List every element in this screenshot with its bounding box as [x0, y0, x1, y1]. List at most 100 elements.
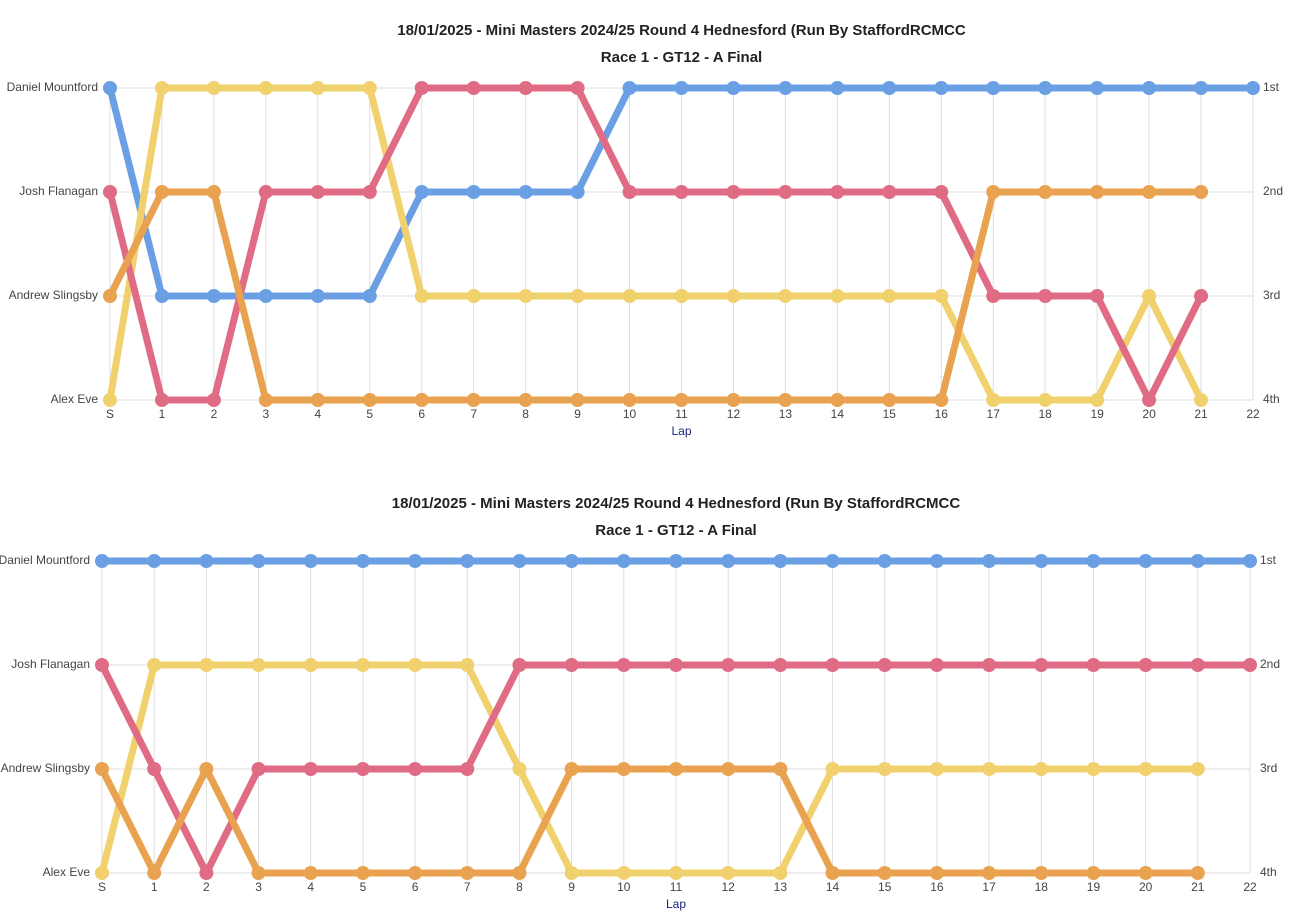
- point: [460, 762, 475, 776]
- point: [778, 289, 793, 303]
- y2-tick-label: 3rd: [1263, 288, 1280, 302]
- y2-tick-label: 2nd: [1263, 184, 1283, 198]
- point: [1194, 185, 1209, 199]
- point: [362, 393, 377, 407]
- point: [564, 658, 579, 672]
- point: [778, 393, 793, 407]
- y-tick-label: Alex Eve: [51, 392, 99, 406]
- y2-tick-label: 4th: [1260, 865, 1277, 879]
- point: [408, 554, 423, 568]
- point: [616, 554, 631, 568]
- point: [825, 866, 840, 880]
- point: [882, 185, 897, 199]
- y-tick-label: Andrew Slingsby: [1, 761, 90, 775]
- x-tick-label: 21: [1194, 407, 1208, 421]
- point: [726, 81, 741, 95]
- point: [258, 393, 273, 407]
- x-tick-label: 14: [831, 407, 845, 421]
- x-tick-label: 17: [987, 407, 1001, 421]
- point: [95, 554, 109, 568]
- point: [206, 81, 221, 95]
- point: [310, 289, 325, 303]
- point: [674, 81, 689, 95]
- point: [982, 866, 997, 880]
- point: [95, 658, 109, 672]
- point: [934, 289, 949, 303]
- point: [362, 289, 377, 303]
- x-tick-label: 7: [470, 407, 477, 421]
- point: [1142, 81, 1157, 95]
- point: [1090, 289, 1105, 303]
- x-tick-label: 10: [623, 407, 637, 421]
- point: [310, 185, 325, 199]
- point: [726, 393, 741, 407]
- x-tick-label: S: [106, 407, 114, 421]
- point: [1038, 289, 1053, 303]
- x-tick-label: 22: [1246, 407, 1260, 421]
- x-tick-label: S: [98, 880, 106, 894]
- point: [778, 81, 793, 95]
- point: [103, 185, 117, 199]
- point: [622, 393, 637, 407]
- point: [570, 289, 585, 303]
- series-line: [106, 84, 1205, 404]
- x-tick-label: 2: [211, 407, 218, 421]
- point: [1138, 554, 1153, 568]
- point: [362, 81, 377, 95]
- point: [303, 658, 318, 672]
- x-tick-label: 13: [774, 880, 788, 894]
- point: [1138, 762, 1153, 776]
- point: [1034, 866, 1049, 880]
- point: [877, 762, 892, 776]
- point: [512, 658, 527, 672]
- point: [518, 185, 533, 199]
- point: [1090, 185, 1105, 199]
- point: [882, 289, 897, 303]
- point: [982, 762, 997, 776]
- point: [251, 658, 266, 672]
- y-tick-label: Daniel Mountford: [7, 80, 98, 94]
- point: [147, 762, 162, 776]
- point: [95, 866, 109, 880]
- point: [830, 393, 845, 407]
- point: [303, 762, 318, 776]
- x-tick-label: 13: [779, 407, 793, 421]
- point: [1243, 554, 1257, 568]
- point: [929, 866, 944, 880]
- point: [466, 185, 481, 199]
- point: [1038, 393, 1053, 407]
- point: [773, 866, 788, 880]
- point: [206, 393, 221, 407]
- point: [564, 866, 579, 880]
- x-tick-label: 12: [727, 407, 741, 421]
- point: [460, 658, 475, 672]
- point: [669, 554, 683, 568]
- point: [726, 185, 741, 199]
- x-tick-label: 21: [1191, 880, 1205, 894]
- series-line: [98, 765, 1198, 877]
- x-tick-label: 18: [1039, 407, 1053, 421]
- point: [199, 762, 214, 776]
- point: [1090, 81, 1105, 95]
- point: [1034, 762, 1049, 776]
- point: [1243, 658, 1257, 672]
- x-tick-label: 20: [1142, 407, 1156, 421]
- point: [825, 658, 840, 672]
- point: [466, 81, 481, 95]
- point: [669, 658, 683, 672]
- x-tick-label: 1: [151, 880, 158, 894]
- y2-tick-label: 4th: [1263, 392, 1280, 406]
- point: [408, 658, 423, 672]
- point: [355, 658, 370, 672]
- point: [303, 554, 318, 568]
- point: [1194, 289, 1209, 303]
- point: [616, 866, 631, 880]
- point: [355, 554, 370, 568]
- point: [830, 185, 845, 199]
- point: [355, 866, 370, 880]
- chart-subtitle: Race 1 - GT12 - A Final: [595, 522, 756, 539]
- point: [877, 658, 892, 672]
- point: [147, 658, 162, 672]
- point: [721, 658, 736, 672]
- y-tick-label: Andrew Slingsby: [9, 288, 98, 302]
